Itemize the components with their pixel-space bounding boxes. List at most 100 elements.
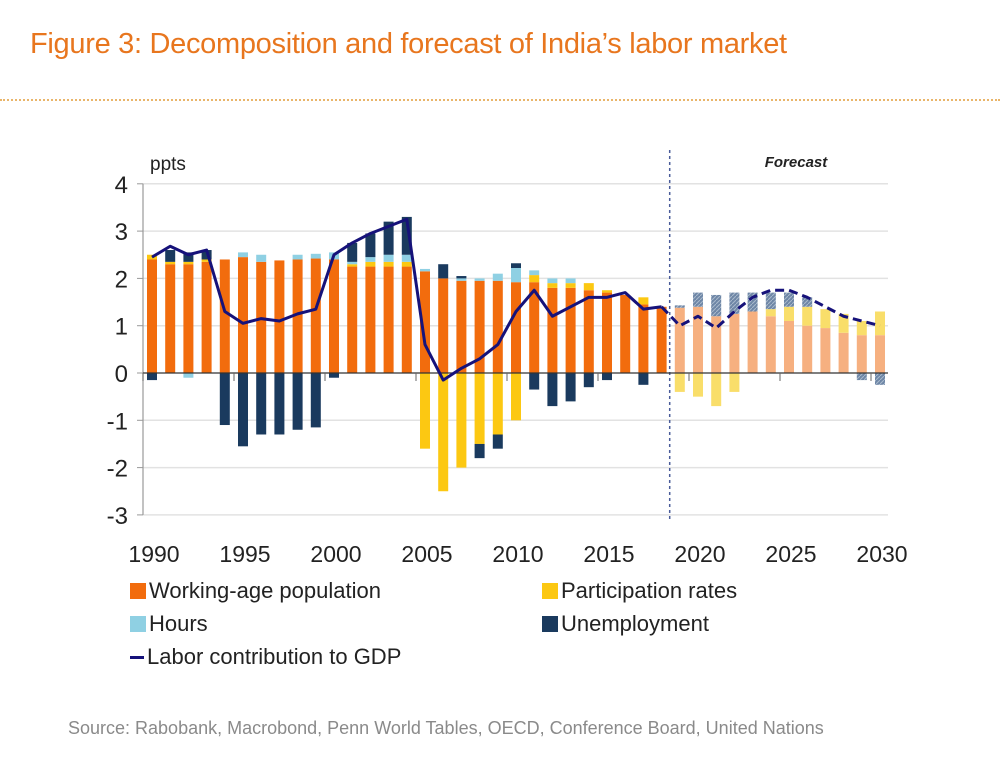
- participation-bar: [856, 320, 867, 336]
- unemployment-bar: [274, 373, 285, 435]
- hours-bar: [474, 278, 485, 281]
- unemployment-bar: [802, 297, 813, 307]
- x-tick-label: 2005: [401, 541, 452, 567]
- unemployment-bar: [729, 292, 740, 314]
- unemployment-bar: [875, 373, 885, 385]
- participation-bar: [765, 309, 776, 317]
- participation-bar: [147, 254, 157, 260]
- working-age-bar: [602, 292, 612, 373]
- unemployment-bar: [401, 216, 412, 255]
- unemployment-bar: [547, 373, 558, 407]
- unemployment-bar: [256, 373, 267, 435]
- legend-swatch-line: [130, 655, 144, 659]
- y-tick-label: 2: [115, 266, 128, 293]
- participation-bar: [711, 373, 722, 407]
- participation-bar: [784, 306, 794, 321]
- unemployment-bar: [693, 292, 703, 307]
- participation-bar: [474, 373, 485, 444]
- unemployment-bar: [474, 443, 485, 459]
- x-tick-label: 2010: [492, 541, 543, 567]
- working-age-bar: [747, 311, 758, 373]
- unemployment-bar: [165, 250, 176, 262]
- hours-bar: [310, 253, 321, 259]
- participation-bar: [875, 311, 885, 336]
- hours-bar: [511, 267, 521, 283]
- hours-bar: [565, 278, 576, 284]
- working-age-bar: [219, 259, 230, 373]
- working-age-bar: [201, 261, 212, 373]
- working-age-bar: [856, 335, 867, 373]
- unemployment-bar: [583, 373, 594, 388]
- y-tick-label: -1: [107, 408, 128, 435]
- unemployment-bar: [219, 373, 230, 426]
- working-age-bar: [347, 266, 358, 373]
- labor-contribution-forecast-line: [660, 288, 881, 330]
- working-age-bar: [401, 266, 412, 373]
- working-age-bar: [620, 294, 631, 373]
- working-age-bar: [329, 259, 339, 373]
- legend-label: Working-age population: [149, 578, 381, 603]
- working-age-bar: [547, 287, 558, 373]
- working-age-bar: [784, 320, 794, 373]
- hours-bar: [183, 373, 194, 378]
- bars: [147, 216, 885, 492]
- legend-item-unemployment: Unemployment: [542, 611, 709, 637]
- y-tick-label: 4: [115, 172, 128, 199]
- hours-bar: [383, 254, 394, 262]
- unemployment-bar: [784, 292, 794, 307]
- working-age-bar: [838, 332, 849, 373]
- legend-label: Labor contribution to GDP: [147, 644, 402, 669]
- hours-bar: [292, 254, 303, 260]
- working-age-bar: [165, 264, 176, 373]
- working-age-bar: [183, 264, 194, 373]
- participation-bar: [183, 261, 194, 265]
- working-age-bar: [674, 307, 685, 373]
- working-age-bar: [238, 257, 248, 373]
- forecast-label: Forecast: [765, 154, 829, 171]
- unemployment-bar: [238, 373, 248, 447]
- hours-bar: [401, 254, 412, 262]
- participation-bar: [511, 373, 521, 421]
- hours-bar: [529, 270, 540, 276]
- unemployment-bar: [383, 221, 394, 255]
- participation-bar: [383, 261, 394, 267]
- unemployment-bar: [347, 242, 358, 262]
- working-age-bar: [802, 325, 813, 373]
- labor-contribution-line: [151, 217, 662, 382]
- legend-item-labor-contribution: Labor contribution to GDP: [130, 644, 401, 670]
- working-age-bar: [438, 278, 449, 373]
- working-age-bar: [529, 282, 540, 373]
- hours-bar: [547, 278, 558, 284]
- figure-title: Figure 3: Decomposition and forecast of …: [30, 28, 787, 60]
- working-age-bar: [474, 280, 485, 373]
- x-tick-label: 2000: [310, 541, 361, 567]
- participation-bar: [201, 259, 212, 262]
- unemployment-bar: [565, 373, 576, 402]
- unemployment-bar: [765, 292, 776, 310]
- unemployment-bar: [711, 294, 722, 317]
- participation-bar: [365, 261, 376, 267]
- unemployment-bar: [365, 233, 376, 258]
- hours-bar: [492, 273, 503, 281]
- title-divider: [0, 99, 1000, 101]
- hours-bar: [420, 268, 430, 272]
- participation-bar: [838, 313, 849, 333]
- x-tick-label: 2015: [583, 541, 634, 567]
- line-series: [151, 217, 881, 382]
- axis-labels: 4 3 2 1 0 -1 -2 -3 ppts Forecast 1990 1995 2000 2005 2…: [107, 154, 908, 567]
- working-age-bar: [274, 260, 285, 373]
- x-tick-label: 1990: [128, 541, 179, 567]
- y-tick-label: -3: [107, 503, 128, 530]
- participation-bar: [820, 309, 831, 329]
- unemployment-bar: [674, 305, 685, 308]
- hours-bar: [238, 252, 248, 258]
- working-age-bar: [583, 290, 594, 373]
- participation-bar: [802, 306, 813, 326]
- y-tick-label: 3: [115, 219, 128, 246]
- participation-bar: [693, 373, 703, 397]
- participation-bar: [565, 283, 576, 288]
- working-age-bar: [565, 287, 576, 373]
- working-age-bar: [765, 316, 776, 373]
- participation-bar: [401, 261, 412, 267]
- participation-bar: [492, 373, 503, 435]
